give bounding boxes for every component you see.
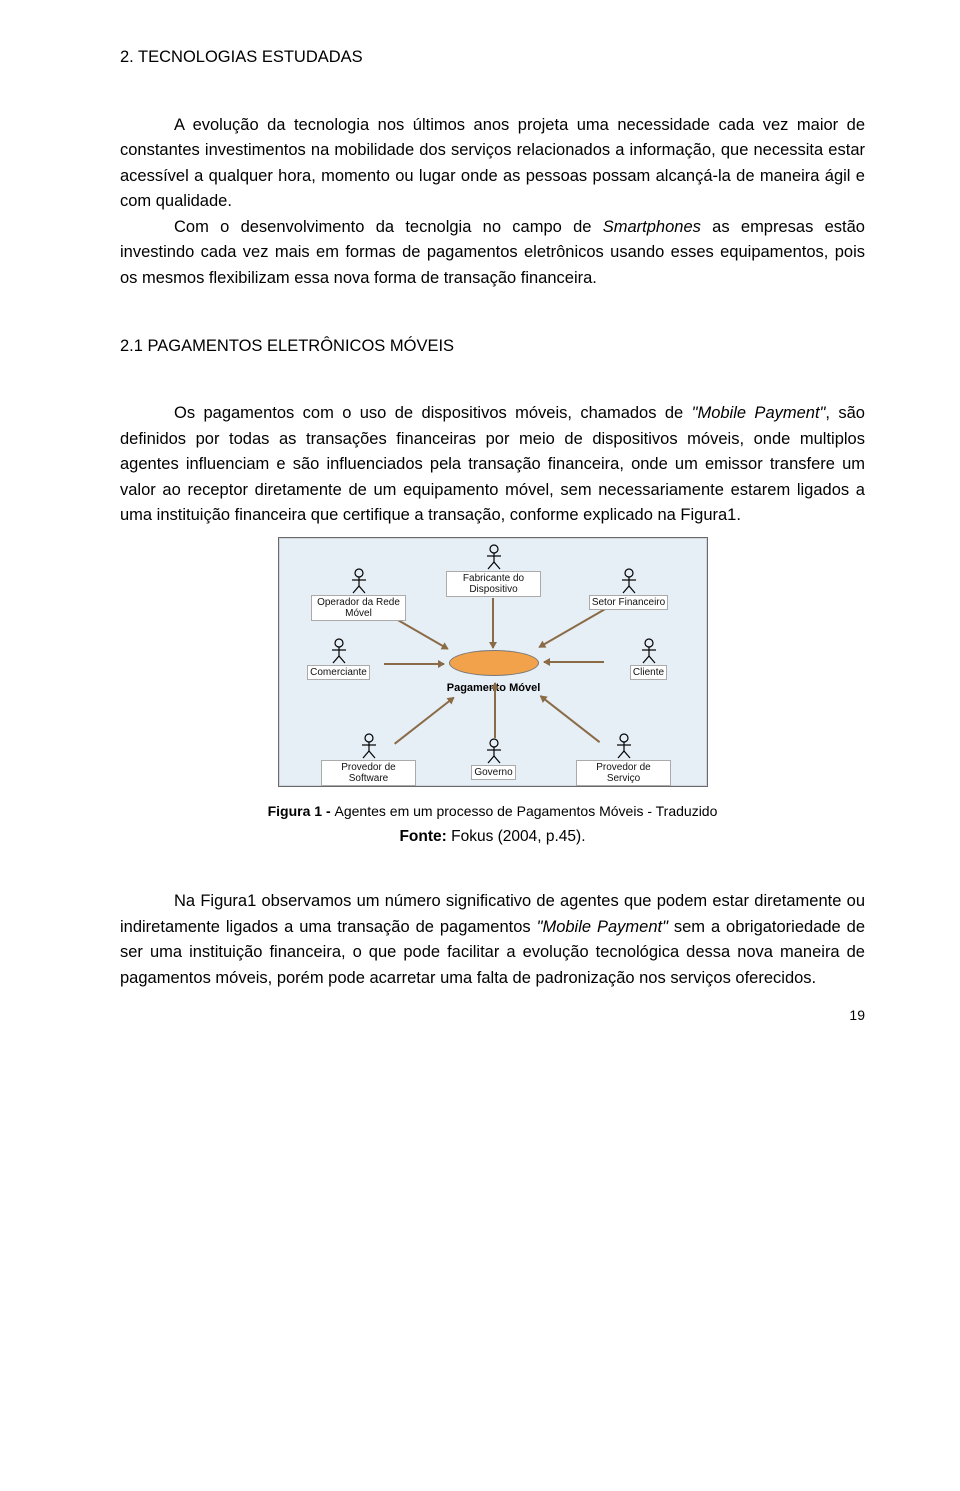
actor-label: Setor Financeiro [589, 595, 668, 610]
person-icon [484, 544, 504, 570]
actor-label: Operador da Rede Móvel [311, 595, 406, 621]
arrow-icon [492, 598, 494, 648]
figure-source-label: Fonte: [399, 828, 451, 845]
actor-label: Provedor de Serviço [576, 760, 671, 786]
actor-label: Provedor de Software [321, 760, 416, 786]
figure-diagram: Pagamento Móvel Fabricante do Dispositiv… [278, 537, 708, 787]
page-number: 19 [120, 1005, 865, 1027]
figure-caption-text: Agentes em um processo de Pagamentos Móv… [335, 803, 718, 819]
actor-fabricante: Fabricante do Dispositivo [444, 544, 544, 597]
person-icon [329, 638, 349, 664]
mobile-payment-italic: "Mobile Payment" [692, 404, 826, 422]
arrow-icon [494, 683, 496, 738]
figure-source: Fonte: Fokus (2004, p.45). [120, 825, 865, 849]
person-icon [349, 568, 369, 594]
text: Os pagamentos com o uso de dispositivos … [174, 404, 692, 422]
diagram-center-node [449, 650, 539, 676]
actor-governo: Governo [444, 738, 544, 780]
actor-operador: Operador da Rede Móvel [309, 568, 409, 621]
actor-label: Cliente [630, 665, 667, 680]
arrow-icon [384, 663, 444, 665]
person-icon [639, 638, 659, 664]
section-title: 2. TECNOLOGIAS ESTUDADAS [120, 45, 865, 71]
figure-caption-label: Figura 1 - [268, 803, 335, 819]
person-icon [359, 733, 379, 759]
actor-provedor-servico: Provedor de Serviço [574, 733, 674, 786]
person-icon [614, 733, 634, 759]
figure-source-text: Fokus (2004, p.45). [451, 828, 585, 845]
actor-comerciante: Comerciante [289, 638, 389, 680]
smartphones-italic: Smartphones [603, 218, 701, 236]
mobile-payment-italic-2: "Mobile Payment" [537, 918, 668, 936]
arrow-icon [544, 661, 604, 663]
paragraph-intro-1: A evolução da tecnologia nos últimos ano… [120, 113, 865, 215]
actor-setor-financeiro: Setor Financeiro [579, 568, 679, 610]
person-icon [484, 738, 504, 764]
actor-label: Governo [471, 765, 515, 780]
paragraph-conclusion: Na Figura1 observamos um número signific… [120, 889, 865, 991]
figure-caption: Figura 1 - Agentes em um processo de Pag… [120, 801, 865, 823]
person-icon [619, 568, 639, 594]
text: , são definidos por todas as transações … [120, 404, 865, 524]
actor-provedor-software: Provedor de Software [319, 733, 419, 786]
subsection-title: 2.1 PAGAMENTOS ELETRÔNICOS MÓVEIS [120, 334, 865, 360]
paragraph-mobile-payment: Os pagamentos com o uso de dispositivos … [120, 401, 865, 529]
actor-label: Fabricante do Dispositivo [446, 571, 541, 597]
text: Com o desenvolvimento da tecnolgia no ca… [174, 218, 603, 236]
paragraph-intro-2: Com o desenvolvimento da tecnolgia no ca… [120, 215, 865, 292]
figure-1: Pagamento Móvel Fabricante do Dispositiv… [120, 537, 865, 849]
actor-label: Comerciante [307, 665, 370, 680]
actor-cliente: Cliente [599, 638, 699, 680]
